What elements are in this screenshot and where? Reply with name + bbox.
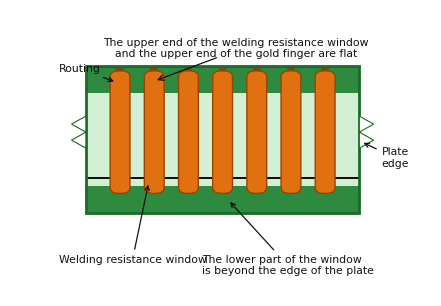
Bar <box>321 66 329 71</box>
Bar <box>86 177 359 186</box>
Bar <box>86 66 359 93</box>
Text: The upper end of the welding resistance window
and the upper end of the gold fin: The upper end of the welding resistance … <box>104 38 369 59</box>
Text: Plate
edge: Plate edge <box>365 143 409 169</box>
Bar <box>86 66 359 214</box>
FancyBboxPatch shape <box>213 71 232 193</box>
FancyBboxPatch shape <box>315 71 335 193</box>
Bar <box>150 66 158 71</box>
FancyBboxPatch shape <box>179 71 198 193</box>
Bar <box>287 66 295 71</box>
Bar <box>116 66 124 71</box>
Text: Welding resistance window: Welding resistance window <box>59 186 206 265</box>
Polygon shape <box>359 116 374 148</box>
FancyBboxPatch shape <box>247 71 267 193</box>
Bar <box>185 66 192 71</box>
Bar <box>253 66 261 71</box>
FancyBboxPatch shape <box>110 71 130 193</box>
FancyBboxPatch shape <box>144 71 164 193</box>
Text: The lower part of the window
is beyond the edge of the plate: The lower part of the window is beyond t… <box>202 203 374 276</box>
Text: Routing: Routing <box>59 64 113 81</box>
Bar <box>86 93 359 177</box>
Bar <box>86 186 359 214</box>
FancyBboxPatch shape <box>281 71 301 193</box>
Polygon shape <box>71 116 86 148</box>
Bar <box>219 66 226 71</box>
Bar <box>86 177 359 179</box>
